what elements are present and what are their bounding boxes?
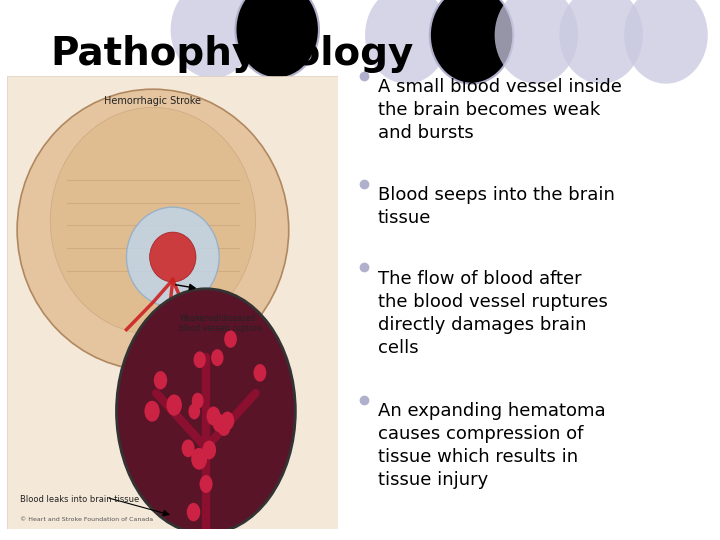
Text: A small blood vessel inside
the brain becomes weak
and bursts: A small blood vessel inside the brain be…	[378, 78, 622, 142]
Circle shape	[117, 289, 295, 534]
Circle shape	[181, 440, 194, 457]
Ellipse shape	[17, 89, 289, 370]
Ellipse shape	[150, 232, 196, 282]
Circle shape	[166, 394, 182, 416]
Circle shape	[207, 407, 220, 426]
Circle shape	[202, 441, 216, 460]
Text: The flow of blood after
the blood vessel ruptures
directly damages brain
cells: The flow of blood after the blood vessel…	[378, 270, 608, 357]
Circle shape	[224, 330, 237, 348]
Text: Weakened/diseased
blood vessels rupture.: Weakened/diseased blood vessels rupture.	[179, 314, 264, 333]
Circle shape	[186, 503, 200, 521]
Text: Pathophysiology: Pathophysiology	[50, 35, 414, 73]
Circle shape	[189, 403, 200, 420]
FancyBboxPatch shape	[7, 76, 338, 529]
Ellipse shape	[127, 207, 219, 307]
Ellipse shape	[624, 0, 708, 84]
Text: Hemorrhagic Stroke: Hemorrhagic Stroke	[104, 96, 202, 106]
Circle shape	[217, 418, 230, 436]
Text: An expanding hematoma
causes compression of
tissue which results in
tissue injur: An expanding hematoma causes compression…	[378, 402, 606, 489]
Circle shape	[211, 349, 223, 366]
Ellipse shape	[171, 0, 254, 78]
Circle shape	[199, 475, 212, 493]
Circle shape	[145, 401, 160, 422]
Ellipse shape	[430, 0, 513, 84]
Circle shape	[192, 448, 207, 470]
Text: © Heart and Stroke Foundation of Canada: © Heart and Stroke Foundation of Canada	[20, 517, 153, 522]
Ellipse shape	[559, 0, 643, 84]
Ellipse shape	[365, 0, 449, 84]
Text: Blood seeps into the brain
tissue: Blood seeps into the brain tissue	[378, 186, 615, 227]
Circle shape	[194, 352, 206, 368]
Circle shape	[220, 411, 234, 430]
Ellipse shape	[50, 107, 256, 334]
Circle shape	[212, 414, 226, 432]
Circle shape	[253, 364, 266, 382]
Circle shape	[154, 371, 167, 389]
Text: Blood leaks into brain tissue: Blood leaks into brain tissue	[20, 495, 140, 504]
Ellipse shape	[235, 0, 319, 78]
Circle shape	[192, 393, 204, 409]
Ellipse shape	[495, 0, 578, 84]
